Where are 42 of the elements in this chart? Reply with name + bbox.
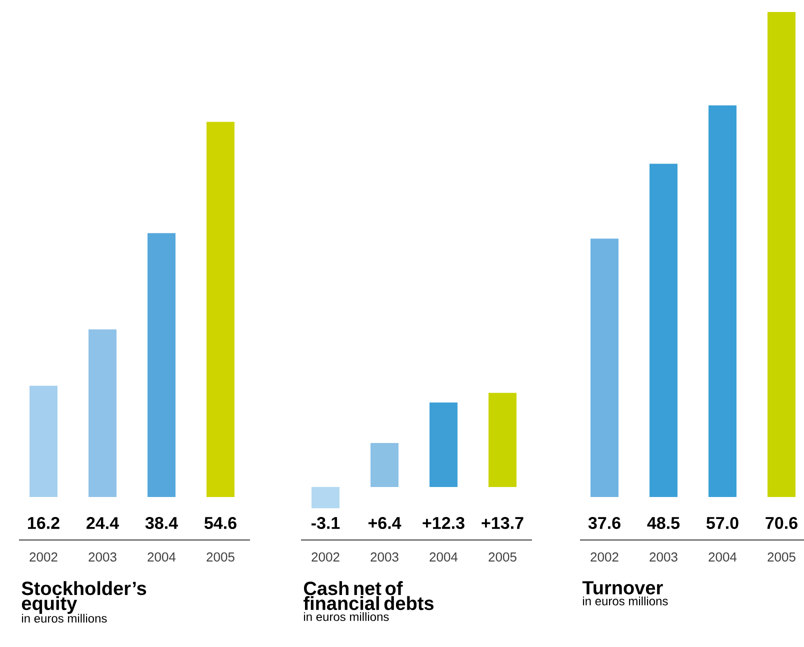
data-label: +13.7 [482, 516, 524, 530]
x-tick-label: 2005 [206, 552, 234, 562]
bar [370, 443, 399, 487]
bar [312, 486, 340, 508]
x-tick-label: 2003 [650, 552, 678, 562]
data-label: 57.0 [706, 516, 738, 530]
text: Cash net of financial debts [304, 581, 434, 610]
x-tick-label: 2005 [768, 552, 796, 562]
text: in euros millions [304, 612, 389, 622]
text: in euros millions [22, 614, 107, 623]
bar [30, 386, 58, 497]
bar [488, 392, 516, 487]
data-label: 54.6 [204, 516, 236, 530]
x-tick-label: 2002 [590, 552, 618, 562]
bar [768, 12, 796, 497]
x-tick-label: 2004 [430, 552, 458, 562]
text: Turnover [582, 581, 663, 594]
x-tick-label: 2003 [88, 552, 116, 562]
text: Stockholder’s equity [22, 581, 146, 614]
x-tick-label: 2005 [488, 552, 516, 562]
bar [148, 233, 176, 497]
data-label: 37.6 [588, 516, 620, 530]
x-tick-label: 2004 [148, 552, 176, 562]
data-label: 16.2 [28, 516, 60, 530]
bar [206, 122, 235, 497]
bar [708, 105, 736, 497]
x-tick-label: 2002 [30, 552, 58, 562]
x-tick-label: 2002 [312, 552, 340, 562]
data-label: +12.3 [422, 516, 464, 530]
data-label: 24.4 [86, 517, 119, 529]
data-label: -3.1 [312, 516, 340, 530]
x-tick-label: 2004 [708, 552, 737, 562]
data-label: 48.5 [647, 516, 680, 530]
bar [590, 238, 618, 497]
bar [650, 164, 678, 497]
text: in euros millions [583, 596, 668, 606]
x-tick-label: 2003 [370, 552, 398, 562]
data-label: 70.6 [766, 516, 798, 530]
bar [430, 402, 458, 487]
data-label: 38.4 [145, 516, 178, 530]
bar [88, 329, 117, 497]
data-label: +6.4 [368, 516, 402, 530]
